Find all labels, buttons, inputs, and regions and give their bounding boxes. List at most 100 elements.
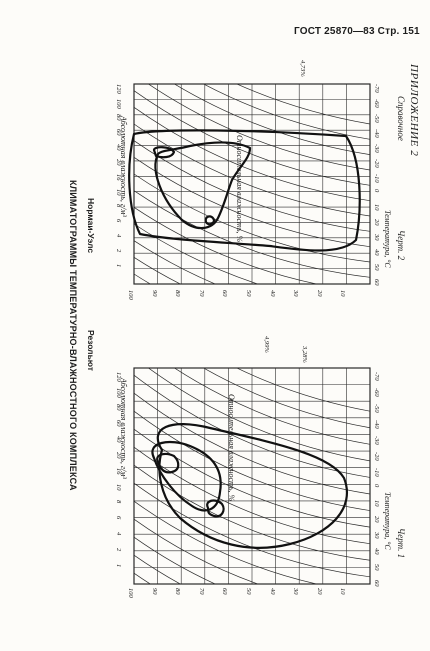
climatogram-fig1 <box>133 367 371 585</box>
temp-tick-label: -10 <box>373 468 380 477</box>
place-name-fig2: Нормаи-Уэлс <box>86 198 96 254</box>
caption-fig1: Черт. 1 <box>396 528 406 559</box>
rh-axis-label-fig2: Относительная влажность, % <box>235 135 244 243</box>
abs-tick-label: 1 <box>115 264 122 268</box>
fig1-abs-isoline <box>134 500 319 584</box>
abs-tick-label: 10 <box>115 189 122 196</box>
fig1-abs-isoline <box>134 518 259 584</box>
abs-tick-label: 6 <box>115 219 122 223</box>
fig2-abs-isoline <box>134 157 370 248</box>
fig2-abs-isoline <box>173 84 370 156</box>
temp-tick-label: -30 <box>373 144 380 153</box>
temp-tick-label: -20 <box>373 452 380 461</box>
rh-tick-label: 20 <box>315 290 323 297</box>
abs-tick-label: 2 <box>115 249 122 253</box>
abs-tick-label: 2 <box>115 548 122 552</box>
fig2-envelope-1 <box>128 129 361 252</box>
place-name-fig1: Резольют <box>86 330 96 372</box>
fig1-envelope-4 <box>206 499 225 518</box>
rh-tick-label: 10 <box>339 290 347 297</box>
fig2-envelope-3 <box>152 146 176 159</box>
abs-tick-label: 40 <box>115 144 122 151</box>
rh-tick-label: 40 <box>268 588 276 595</box>
rh-tick-label: 20 <box>315 588 323 595</box>
rh-tick-label: 50 <box>245 290 252 297</box>
rh-tick-label: 50 <box>245 588 252 595</box>
abs-tick-label: 20 <box>115 452 122 459</box>
fig2-abs-isoline <box>134 223 259 284</box>
temp-tick-label: 30 <box>373 234 380 241</box>
temp-axis-label-fig1: Температура, °C <box>383 492 392 550</box>
temp-tick-label: -10 <box>373 174 380 183</box>
rh-tick-label: 40 <box>268 290 276 297</box>
fig1-abs-isoline <box>173 368 370 445</box>
rh-axis-label-fig1: Относительная влажность, % <box>227 394 236 502</box>
appendix-title: ПРИЛОЖЕНИЕ 2 <box>408 64 420 157</box>
abs-tick-label: 4 <box>115 234 122 238</box>
abs-tick-label: 16 <box>115 174 122 181</box>
fig2-abs-isoline <box>134 257 182 284</box>
temp-tick-label: 20 <box>373 516 380 523</box>
abs-tick-label: 10 <box>115 484 122 491</box>
caption-fig2: Черт. 2 <box>396 230 406 261</box>
fig2-abs-isoline <box>236 84 370 125</box>
temp-tick-label: -40 <box>373 129 380 138</box>
abs-tick-label: 1 <box>115 564 122 568</box>
fig2-abs-isoline <box>134 240 217 284</box>
rh-tick-label: 100 <box>127 290 134 300</box>
fig1-abs-isoline <box>134 446 370 545</box>
temp-tick-label: 40 <box>373 548 380 555</box>
temp-tick-label: -30 <box>373 436 380 445</box>
fig1-abs-isoline <box>134 392 370 495</box>
abs-tick-label: 16 <box>115 468 122 475</box>
abs-tick-label: 4 <box>115 532 122 536</box>
fig1-envelope-2 <box>151 440 222 512</box>
fig1-abs-isoline <box>236 368 370 412</box>
abs-tick-label: 120 <box>115 84 122 94</box>
abs-tick-label: 80 <box>115 404 122 411</box>
abs-tick-label: 6 <box>115 516 122 520</box>
fig1-abs-isoline <box>134 554 182 584</box>
temp-tick-label: -70 <box>373 84 380 93</box>
temp-tick-label: 20 <box>373 219 380 226</box>
rh-tick-label: 30 <box>292 588 300 595</box>
rh-tick-label: 100 <box>127 588 134 598</box>
fig2-envelope-4 <box>204 215 216 226</box>
abs-tick-label: 8 <box>115 204 122 208</box>
percent-label-fig1-b: 3,28% <box>301 346 308 363</box>
temp-tick-label: 0 <box>373 484 380 488</box>
fig1-abs-isoline <box>134 482 370 578</box>
fig2-abs-isoline <box>202 84 370 140</box>
rh-tick-label: 60 <box>221 588 229 595</box>
abs-tick-label: 120 <box>115 372 122 382</box>
abs-tick-label: 40 <box>115 436 122 443</box>
document-title: КЛИМАТОГРАММЫ ТЕМПЕРАТУРНО-ВЛАЖНОСТНОГО … <box>68 180 78 491</box>
rh-tick-label: 90 <box>150 588 158 595</box>
rh-tick-label: 70 <box>197 290 205 297</box>
temp-tick-label: -50 <box>373 114 380 123</box>
fig2-abs-isoline <box>134 123 370 217</box>
abs-tick-label: 100 <box>115 388 122 398</box>
fig1-envelope-3 <box>156 452 180 474</box>
temp-tick-label: 0 <box>373 189 380 193</box>
temp-tick-label: -20 <box>373 159 380 168</box>
fig2-abs-isoline <box>134 90 370 186</box>
rh-tick-label: 90 <box>150 290 158 297</box>
temp-tick-label: -60 <box>373 388 380 397</box>
abs-tick-label: 60 <box>115 420 122 427</box>
temp-tick-label: 50 <box>373 264 380 271</box>
abs-tick-label: 60 <box>115 129 122 136</box>
temp-tick-label: -40 <box>373 420 380 429</box>
fig1-abs-isoline <box>202 368 370 429</box>
rh-tick-label: 60 <box>221 290 229 297</box>
abs-tick-label: 8 <box>115 500 122 504</box>
fig2-abs-isoline <box>134 107 370 202</box>
temp-tick-label: 60 <box>373 279 380 286</box>
fig2-abs-isoline <box>134 140 370 232</box>
temp-tick-label: -70 <box>373 372 380 381</box>
temp-tick-label: 50 <box>373 564 380 571</box>
percent-label-fig2: 4,73% <box>299 60 306 77</box>
temp-tick-label: -50 <box>373 404 380 413</box>
fig1-abs-isoline <box>134 536 217 584</box>
page-header: ГОСТ 25870—83 Стр. 151 <box>294 26 420 37</box>
